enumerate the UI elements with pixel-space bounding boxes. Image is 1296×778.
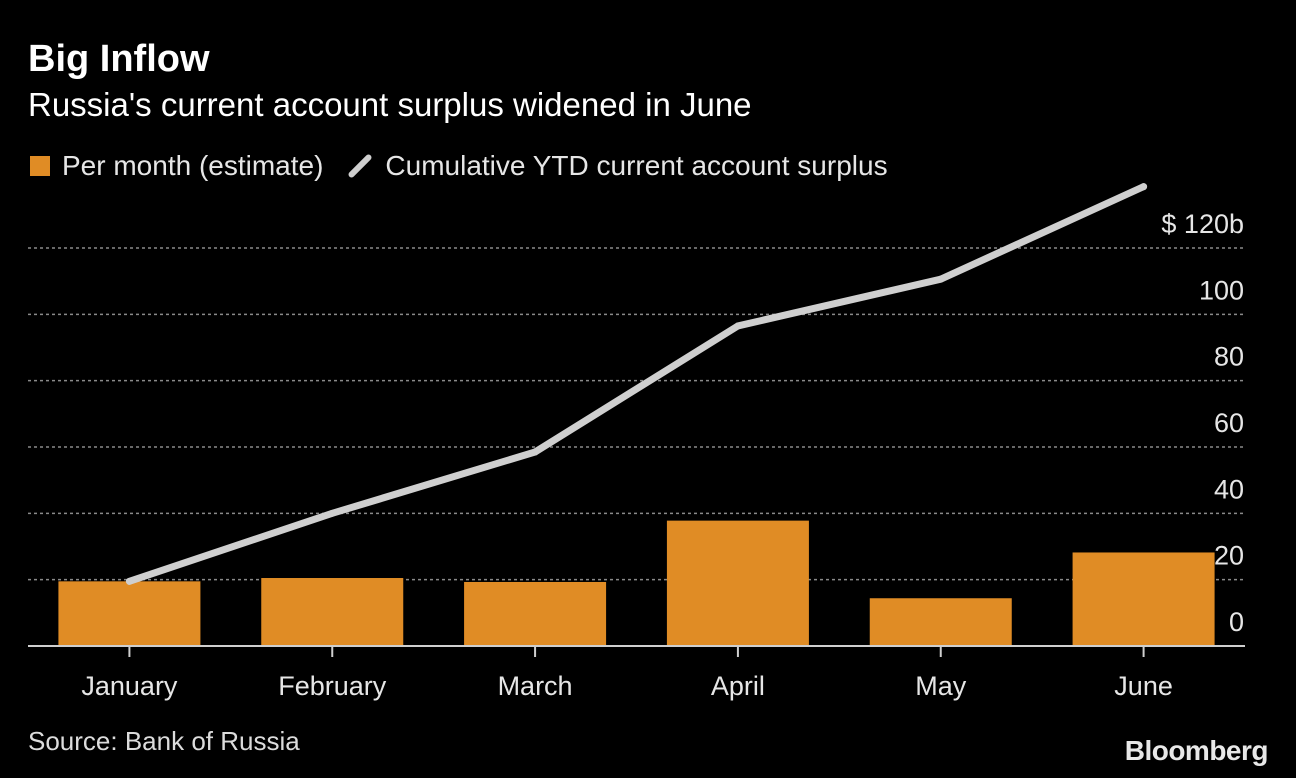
x-tick-label: May (915, 671, 967, 701)
legend-bars-label: Per month (estimate) (62, 150, 324, 181)
legend-bar-swatch (30, 156, 50, 176)
x-tick-label: June (1114, 671, 1173, 701)
line-point-march (531, 448, 539, 456)
y-tick-label: $ 120b (1161, 209, 1244, 239)
y-tick-label: 0 (1229, 607, 1244, 637)
line-point-april (734, 322, 742, 330)
line-point-june (1140, 183, 1148, 191)
bar-june (1072, 552, 1215, 646)
line-point-may (937, 275, 945, 283)
y-tick-label: 80 (1214, 342, 1244, 372)
y-tick-label: 100 (1199, 275, 1244, 305)
cumulative-line (125, 183, 1148, 585)
bar-january (58, 581, 201, 646)
x-tick-label: April (711, 671, 765, 701)
bloomberg-logo: Bloomberg (1124, 735, 1269, 766)
chart-title: Big Inflow (28, 38, 210, 80)
legend-line-label: Cumulative YTD current account surplus (385, 150, 888, 181)
y-tick-label: 40 (1214, 474, 1244, 504)
bar-april (666, 520, 809, 646)
bar-february (261, 578, 404, 646)
bar-march (464, 581, 607, 646)
legend-item-bars: Per month (estimate) (30, 150, 323, 182)
x-tick-label: January (81, 671, 178, 701)
line-point-february (328, 509, 336, 517)
legend: Per month (estimate) Cumulative YTD curr… (30, 150, 910, 182)
source-note: Source: Bank of Russia (28, 726, 300, 756)
y-tick-label: 20 (1214, 541, 1244, 571)
chart-subtitle: Russia's current account surplus widened… (28, 86, 752, 123)
x-tick-label: March (498, 671, 573, 701)
y-tick-label: 60 (1214, 408, 1244, 438)
legend-item-line: Cumulative YTD current account surplus (345, 150, 888, 182)
x-tick-label: February (278, 671, 387, 701)
bar-may (869, 598, 1012, 646)
line-point-january (125, 577, 133, 585)
